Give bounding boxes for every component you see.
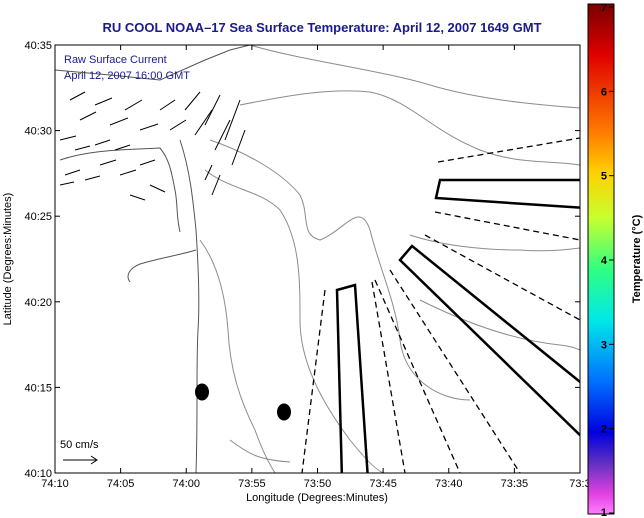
coast-line-main: [179, 139, 200, 473]
vector: [59, 181, 75, 186]
contour-2: [239, 90, 580, 166]
contour-8: [229, 439, 291, 463]
colorbar-tick-label: 4: [601, 255, 608, 267]
vector: [139, 123, 159, 131]
colorbar-tick-label: 5: [601, 171, 607, 183]
scale-arrow: [63, 455, 98, 465]
vector: [114, 144, 131, 151]
survey-boxes: [335, 178, 580, 473]
station-marker-1: [195, 383, 209, 401]
vector: [231, 129, 246, 166]
coast-line-hook: [127, 249, 197, 283]
colorbar-label: Temperature (°C): [631, 214, 643, 303]
vector: [159, 99, 176, 111]
x-tick-label: 73:50: [304, 478, 332, 490]
contour-5: [199, 239, 276, 473]
vector: [94, 97, 113, 106]
transect: [389, 269, 521, 473]
vector: [169, 119, 187, 131]
coast-line-bay: [59, 147, 181, 233]
vector: [79, 111, 97, 121]
contour-6: [419, 299, 580, 351]
transect: [371, 281, 406, 473]
vector: [119, 169, 137, 176]
box-south: [335, 283, 369, 473]
y-tick-label: 40:35: [24, 40, 52, 52]
y-tick-label: 40:25: [24, 211, 52, 223]
transect-lines: [301, 137, 580, 473]
vector: [204, 94, 221, 126]
colorbar-ticks: 7 6 5 4 3 2 1: [601, 2, 614, 518]
y-tick-label: 40:10: [24, 468, 52, 480]
vector: [109, 117, 129, 126]
x-axis-ticks: 74:10 74:05 74:00 73:55 73:50 73:45 73:40 73:35…: [41, 45, 591, 490]
chart-title: RU COOL NOAA–17 Sea Surface Temperature:…: [102, 20, 541, 35]
vector: [84, 175, 101, 181]
contour-4: [204, 169, 386, 473]
plot-frame: [54, 44, 581, 474]
vector: [74, 145, 91, 151]
contour-3: [209, 139, 471, 401]
y-tick-label: 40:15: [24, 382, 52, 394]
transect: [301, 289, 326, 473]
x-tick-label: 74:00: [172, 478, 200, 490]
vector: [194, 109, 213, 136]
y-axis-label: Latitude (Degrees:Minutes): [2, 193, 14, 326]
y-tick-label: 40:30: [24, 126, 52, 138]
transect: [437, 137, 580, 163]
box-diagonal: [398, 244, 580, 437]
x-tick-label: 74:10: [41, 478, 69, 490]
vector: [94, 139, 111, 146]
contour-lines: [199, 45, 580, 473]
coastline: [55, 45, 251, 473]
colorbar-tick-label: 2: [601, 424, 607, 436]
colorbar-tick-label: 6: [601, 86, 607, 98]
vector: [214, 119, 231, 151]
station-marker-2: [277, 403, 291, 421]
coast-line-upper: [55, 45, 251, 81]
map-layer: [55, 45, 580, 473]
vector: [59, 135, 77, 141]
vector: [184, 91, 201, 111]
vector: [99, 159, 117, 166]
y-tick-label: 40:20: [24, 297, 52, 309]
vector: [139, 159, 156, 166]
vector: [211, 174, 221, 196]
transect: [434, 211, 580, 241]
colorbar-tick-label: 7: [601, 2, 607, 14]
colorbar-tick-label: 3: [601, 339, 607, 351]
legend-line-2: April 12, 2007 16:00 GMT: [64, 70, 190, 82]
x-tick-label: 73:35: [501, 478, 529, 490]
x-tick-label: 73:45: [369, 478, 397, 490]
x-axis-label: Longitude (Degrees:Minutes): [246, 492, 388, 504]
y-axis-ticks: 40:35 40:30 40:25 40:20 40:15 40:10: [24, 40, 580, 480]
x-tick-label: 73:55: [238, 478, 266, 490]
x-tick-label: 74:05: [107, 478, 135, 490]
vector: [64, 169, 81, 176]
vector: [69, 91, 86, 101]
vector: [149, 184, 166, 193]
contour-7: [409, 234, 580, 252]
contour-1: [249, 45, 580, 109]
vector: [204, 164, 213, 181]
current-vectors: [59, 91, 246, 201]
transect: [374, 279, 461, 473]
legend-line-1: Raw Surface Current: [64, 54, 167, 66]
scale-label: 50 cm/s: [60, 439, 99, 451]
vector: [124, 99, 143, 111]
vector: [129, 194, 146, 201]
x-tick-label: 73:3: [569, 478, 590, 490]
colorbar-tick-label: 1: [601, 507, 607, 518]
vector: [224, 99, 241, 141]
box-east: [434, 178, 580, 209]
scale-arrow-head: [90, 455, 98, 465]
x-tick-label: 73:40: [435, 478, 463, 490]
